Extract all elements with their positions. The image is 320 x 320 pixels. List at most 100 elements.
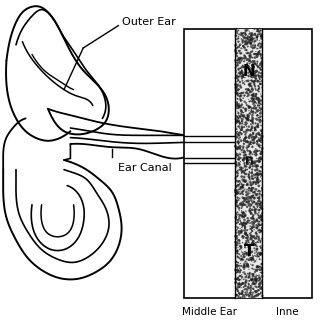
Point	[259, 261, 264, 267]
Point	[236, 275, 241, 280]
Point	[234, 170, 239, 175]
Point	[249, 67, 254, 72]
Point	[239, 68, 244, 73]
Point	[251, 102, 256, 107]
Point	[259, 75, 264, 80]
Point	[244, 159, 250, 164]
Point	[242, 122, 247, 127]
Point	[236, 264, 241, 269]
Point	[259, 206, 264, 211]
Point	[244, 113, 250, 118]
Point	[258, 27, 263, 32]
Point	[244, 117, 250, 122]
Point	[240, 183, 245, 188]
Point	[260, 138, 265, 143]
Point	[250, 138, 255, 143]
Point	[258, 270, 263, 275]
Point	[251, 108, 256, 113]
Point	[255, 37, 260, 42]
Point	[234, 293, 239, 298]
Point	[257, 84, 262, 89]
Point	[255, 59, 260, 64]
Point	[249, 235, 254, 240]
Point	[251, 186, 256, 191]
Point	[252, 161, 257, 166]
Point	[248, 195, 253, 200]
Point	[234, 27, 239, 32]
Point	[242, 196, 247, 201]
Point	[235, 260, 240, 265]
Point	[250, 79, 255, 84]
Point	[251, 64, 256, 69]
Point	[234, 103, 239, 108]
Point	[252, 218, 257, 223]
Point	[248, 43, 253, 48]
Point	[239, 131, 244, 136]
Point	[258, 143, 263, 148]
Point	[253, 277, 258, 282]
Point	[254, 35, 260, 40]
Point	[250, 292, 255, 297]
Point	[250, 200, 255, 205]
Point	[249, 277, 254, 283]
Point	[248, 288, 253, 293]
Point	[252, 284, 258, 289]
Point	[245, 271, 250, 276]
Point	[239, 227, 244, 232]
Point	[249, 80, 254, 85]
Point	[242, 234, 247, 239]
Point	[242, 35, 247, 40]
Point	[259, 74, 264, 79]
Point	[244, 286, 250, 292]
Point	[245, 36, 250, 41]
Point	[260, 268, 265, 273]
Point	[251, 193, 256, 198]
Point	[236, 106, 241, 111]
Point	[238, 219, 243, 224]
Point	[238, 114, 243, 119]
Point	[237, 221, 242, 227]
Point	[252, 164, 257, 169]
Point	[255, 68, 260, 74]
Point	[246, 64, 251, 69]
Point	[238, 145, 243, 150]
Point	[248, 285, 253, 291]
Point	[233, 280, 238, 285]
Point	[256, 135, 261, 140]
Point	[239, 93, 244, 98]
Point	[239, 70, 244, 76]
Point	[246, 191, 251, 196]
Point	[242, 141, 247, 146]
Point	[236, 132, 241, 137]
Point	[240, 113, 245, 118]
Point	[254, 76, 259, 81]
Point	[247, 246, 252, 251]
Point	[240, 202, 245, 207]
Point	[236, 113, 241, 118]
Point	[239, 274, 244, 279]
Point	[246, 199, 251, 204]
Point	[245, 181, 250, 186]
Point	[235, 168, 240, 173]
Point	[249, 277, 254, 282]
Point	[242, 269, 247, 275]
Point	[241, 113, 246, 118]
Point	[242, 148, 247, 154]
Point	[237, 103, 242, 108]
Point	[258, 71, 263, 76]
Point	[259, 193, 264, 198]
Point	[236, 28, 241, 33]
Point	[255, 124, 260, 129]
Point	[253, 273, 259, 278]
Point	[248, 290, 253, 295]
Point	[258, 45, 263, 51]
Point	[251, 238, 256, 244]
Point	[239, 231, 244, 236]
Point	[254, 252, 259, 257]
Point	[244, 127, 249, 132]
Point	[252, 208, 257, 213]
Point	[247, 68, 252, 73]
Point	[254, 158, 260, 164]
Point	[242, 174, 247, 180]
Point	[258, 156, 263, 161]
